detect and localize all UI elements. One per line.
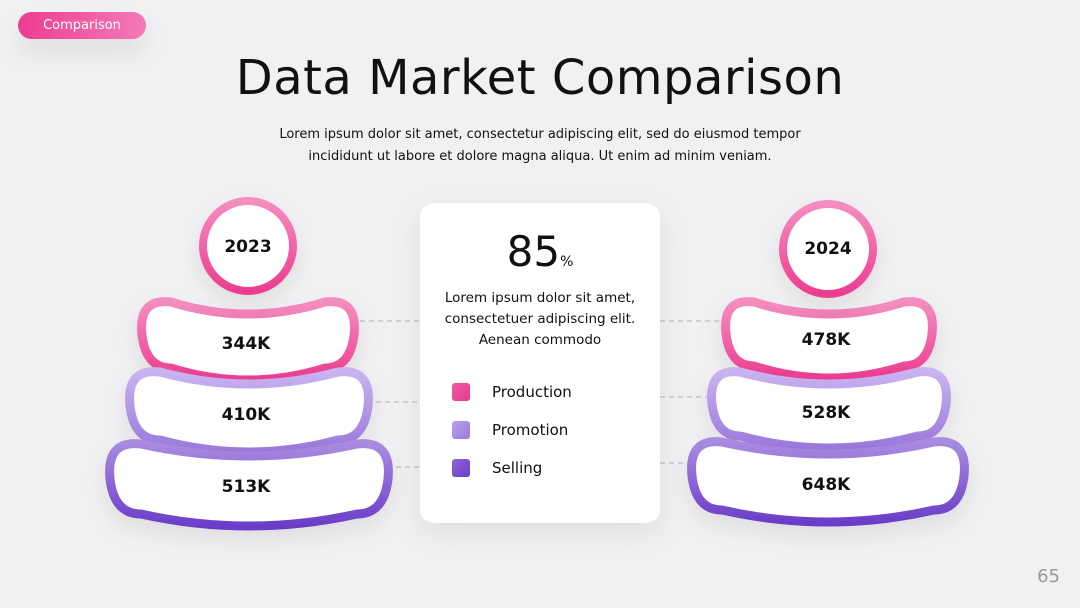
value-label: 513K (222, 477, 271, 497)
connectors (360, 320, 720, 468)
value-label: 410K (222, 405, 271, 425)
section-badge: Comparison (18, 12, 146, 39)
page-number: 65 (1037, 566, 1060, 587)
value-label: 648K (802, 475, 851, 495)
year-label: 2024 (804, 239, 851, 259)
tier-shape (125, 367, 373, 457)
legend-label: Production (492, 383, 572, 401)
year-circle (199, 197, 297, 295)
value-label: 478K (802, 330, 851, 350)
value-label: 528K (802, 403, 851, 423)
percent-unit: % (560, 254, 574, 270)
year-circle (779, 200, 877, 298)
info-card: 85% Lorem ipsum dolor sit amet, consecte… (420, 203, 660, 523)
legend-swatch (452, 383, 470, 401)
value-label: 344K (222, 334, 271, 354)
tier-shape (105, 439, 393, 531)
legend-swatch (452, 421, 470, 439)
legend-label: Promotion (492, 421, 569, 439)
subtitle: Lorem ipsum dolor sit amet, consectetur … (279, 127, 801, 164)
tier-shape (707, 367, 951, 453)
legend-label: Selling (492, 459, 543, 477)
shapes (105, 297, 969, 531)
legend-swatch (452, 459, 470, 477)
year-label: 2023 (224, 237, 271, 257)
tier-shape (137, 297, 359, 385)
tier-shape (687, 437, 969, 527)
legend-item: Production (452, 383, 572, 401)
legend-item: Promotion (452, 421, 568, 439)
percent-value: 85 (506, 227, 561, 276)
card-text: Lorem ipsum dolor sit amet, consectetuer… (444, 290, 636, 348)
percentage: 85% (420, 227, 660, 276)
legend-item: Selling (452, 459, 542, 477)
title: Data Market Comparison (235, 50, 845, 106)
tier-shape (721, 297, 937, 383)
